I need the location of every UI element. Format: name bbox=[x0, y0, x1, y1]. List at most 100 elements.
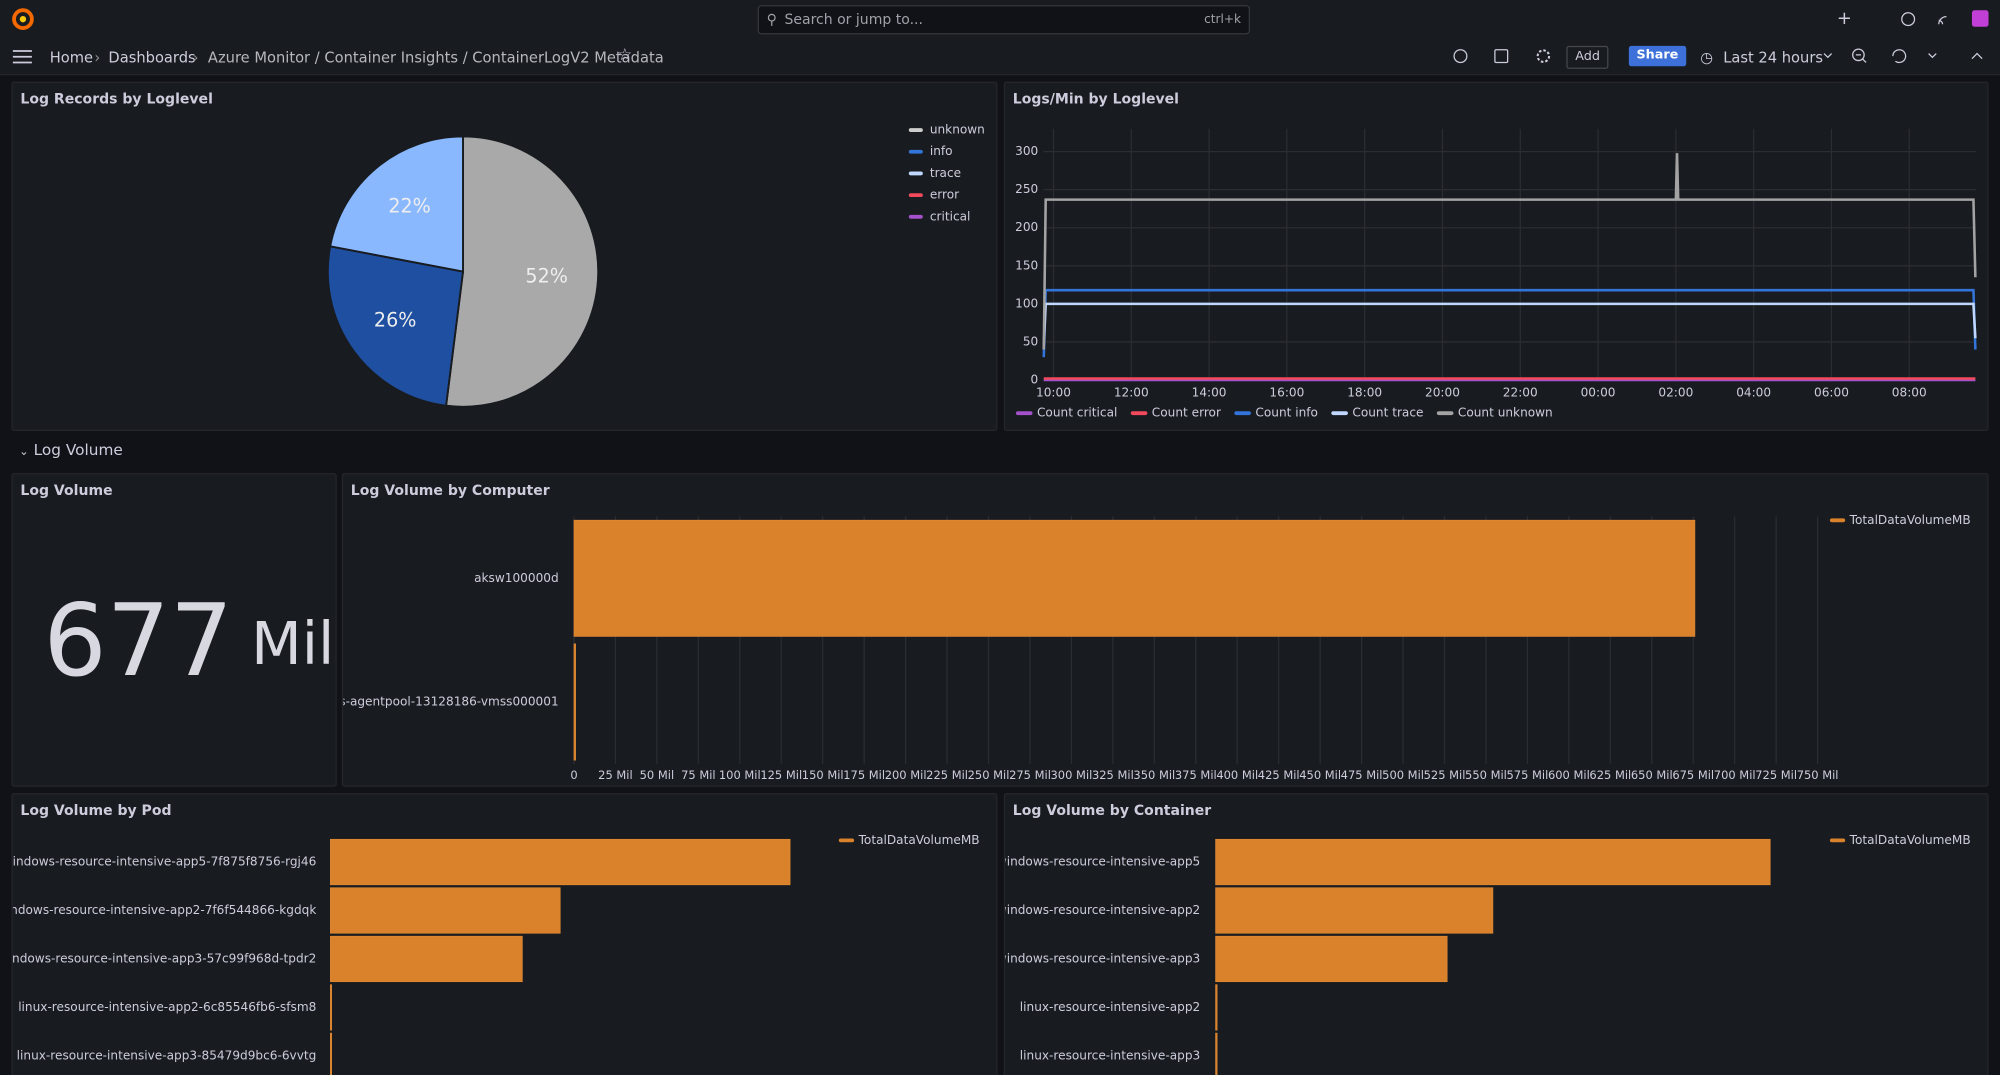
add-button[interactable]: Add bbox=[1566, 45, 1609, 69]
bar bbox=[330, 838, 791, 886]
breadcrumb[interactable]: Dashboards bbox=[108, 48, 196, 67]
x-tick-label: 250 Mil bbox=[968, 768, 1010, 782]
legend-label: TotalDataVolumeMB bbox=[1849, 833, 1971, 847]
computer-panel: Log Volume by Computer 0 25 Mil 50 Mil 75 M… bbox=[341, 473, 1989, 787]
category-label: aks-agentpool-13128186-vmss000001 bbox=[343, 695, 559, 709]
x-tick-label: 675 Mil bbox=[1672, 768, 1714, 782]
category-label: windows-resource-intensive-app3-57c99f96… bbox=[13, 951, 317, 965]
grafana-logo[interactable] bbox=[11, 8, 34, 31]
svg-text:+: + bbox=[1837, 9, 1852, 29]
x-tick-label: 175 Mil bbox=[843, 768, 885, 782]
bar bbox=[1215, 838, 1771, 886]
category-label: windows-resource-intensive-app5-7f875f87… bbox=[13, 855, 317, 869]
x-tick-label: 225 Mil bbox=[926, 768, 968, 782]
stat-value-group: 677 Mil bbox=[43, 584, 334, 699]
x-tick-label: 375 Mil bbox=[1175, 768, 1217, 782]
y-tick-label: 50 bbox=[1023, 334, 1038, 348]
x-tick-label: 12:00 bbox=[1114, 385, 1149, 399]
category-label: windows-resource-intensive-app2-7f6f5448… bbox=[13, 903, 317, 917]
search-placeholder: Search or jump to... bbox=[784, 11, 923, 29]
bar-chart: windows-resource-intensive-app5 windows-r… bbox=[1005, 833, 1971, 1075]
row-header[interactable]: ⌄ Log Volume bbox=[19, 441, 123, 459]
slice-label: 52% bbox=[525, 264, 568, 287]
x-tick-label: 75 Mil bbox=[681, 768, 716, 782]
panel-title: Logs/Min by Loglevel bbox=[1012, 90, 1180, 108]
legend-label: TotalDataVolumeMB bbox=[858, 833, 980, 847]
x-tick-label: 200 Mil bbox=[885, 768, 927, 782]
collapse-icon: ⌄ bbox=[19, 446, 29, 460]
search-box[interactable]: ⚲ Search or jump to... ctrl+k bbox=[757, 5, 1250, 35]
row-title: Log Volume bbox=[33, 441, 123, 460]
y-tick-label: 300 bbox=[1015, 144, 1038, 158]
panel-title: Log Volume by Pod bbox=[20, 802, 172, 819]
line-panel: Logs/Min by Loglevel 0 50 100 150 200 250 300 1… bbox=[1003, 81, 1989, 432]
bar bbox=[1215, 887, 1494, 934]
series-line bbox=[1042, 302, 1977, 346]
x-tick-label: 400 Mil bbox=[1216, 768, 1258, 782]
top-icons[interactable]: + bbox=[1837, 9, 1990, 29]
x-tick-label: 04:00 bbox=[1736, 385, 1771, 399]
legend-label: TotalDataVolumeMB bbox=[1849, 513, 1971, 527]
legend-label: Count unknown bbox=[1458, 406, 1553, 420]
x-tick-label: 625 Mil bbox=[1589, 768, 1631, 782]
legend-label: critical bbox=[930, 209, 971, 223]
separator: › bbox=[94, 48, 101, 67]
x-tick-label: 25 Mil bbox=[598, 768, 633, 782]
x-tick-label: 16:00 bbox=[1269, 385, 1304, 399]
bar bbox=[1215, 984, 1218, 1031]
y-tick-label: 250 bbox=[1015, 182, 1038, 196]
breadcrumb[interactable]: Home bbox=[49, 48, 94, 67]
top-bar: ⚲ Search or jump to... ctrl+k + bbox=[0, 0, 2000, 40]
share-button[interactable]: Share bbox=[1628, 45, 1686, 67]
legend-label: error bbox=[930, 188, 959, 202]
x-tick-label: 600 Mil bbox=[1548, 768, 1590, 782]
legend-label: trace bbox=[930, 166, 961, 180]
x-tick-label: 525 Mil bbox=[1424, 768, 1466, 782]
x-tick-label: 100 Mil bbox=[719, 768, 761, 782]
separator: › bbox=[192, 48, 199, 67]
x-tick-label: 125 Mil bbox=[760, 768, 802, 782]
line-chart: 0 50 100 150 200 250 300 10:00 12:00 14:00 16:00 18… bbox=[1015, 128, 1977, 420]
shortcut: ctrl+k bbox=[1204, 12, 1242, 27]
bar bbox=[330, 1032, 332, 1075]
x-tick-label: 20:00 bbox=[1425, 385, 1460, 399]
star-icon[interactable]: ☆ bbox=[617, 45, 633, 66]
pie-slice bbox=[326, 245, 465, 407]
stat-panel: Log Volume 677 Mil bbox=[11, 473, 337, 787]
category-label: aksw100000d bbox=[474, 571, 559, 585]
x-tick-label: 325 Mil bbox=[1092, 768, 1134, 782]
y-tick-label: 0 bbox=[1031, 373, 1039, 387]
bar bbox=[330, 887, 561, 934]
bar-chart: windows-resource-intensive-app5-7f875f87… bbox=[13, 833, 980, 1075]
bar bbox=[1215, 935, 1448, 983]
x-tick-label: 650 Mil bbox=[1631, 768, 1673, 782]
x-tick-label: 575 Mil bbox=[1507, 768, 1549, 782]
x-tick-label: 700 Mil bbox=[1714, 768, 1756, 782]
pie-chart: 52% 26% 22% unknown info trace error critical bbox=[326, 123, 985, 408]
legend-label: info bbox=[930, 144, 953, 158]
series-line bbox=[1042, 288, 1977, 358]
category-label: linux-resource-intensive-app2-6c85546fb6… bbox=[18, 1000, 316, 1014]
menu-icon[interactable] bbox=[12, 50, 33, 65]
search-icon: ⚲ bbox=[766, 11, 777, 29]
pie-slice bbox=[329, 135, 464, 273]
breadcrumb: Azure Monitor / Container Insights / Con… bbox=[207, 48, 664, 67]
x-tick-label: 150 Mil bbox=[802, 768, 844, 782]
slice-label: 26% bbox=[374, 308, 417, 331]
time-range[interactable]: Last 24 hours bbox=[1723, 48, 1824, 67]
x-tick-label: 00:00 bbox=[1581, 385, 1616, 399]
category-label: windows-resource-intensive-app5 bbox=[1005, 855, 1200, 869]
panel-title: Log Records by Loglevel bbox=[20, 90, 213, 108]
category-label: linux-resource-intensive-app2 bbox=[1020, 1000, 1200, 1014]
stat: 677 Mil bbox=[43, 584, 334, 699]
bar bbox=[330, 935, 523, 983]
x-tick-label: 14:00 bbox=[1192, 385, 1227, 399]
panel-title: Log Volume by Computer bbox=[350, 482, 550, 499]
x-tick-label: 450 Mil bbox=[1299, 768, 1341, 782]
time-icons[interactable] bbox=[1821, 47, 1987, 65]
bar bbox=[1215, 1032, 1218, 1075]
x-tick-label: 10:00 bbox=[1036, 385, 1071, 399]
toolbar-icons[interactable] bbox=[1452, 47, 1567, 65]
